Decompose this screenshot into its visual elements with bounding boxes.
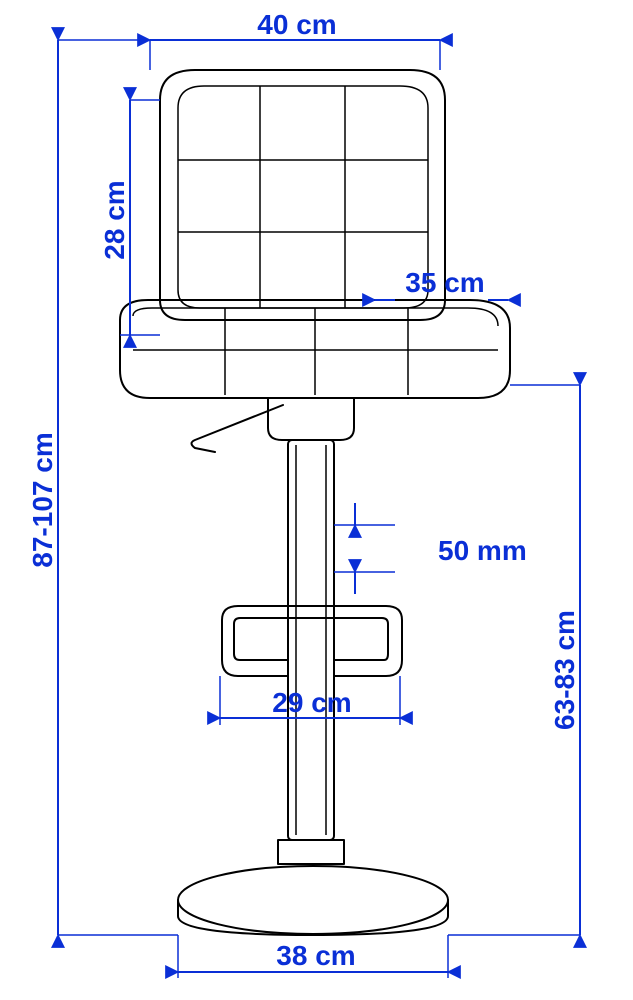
dim-seat_height: 63-83 cm (549, 385, 580, 935)
dim-column_dia: 50 mm (355, 503, 527, 594)
dim-total_height-label: 87-107 cm (27, 432, 58, 567)
dimension-annotations: 40 cm 28 cm 87-107 cm 35 cm 63-83 cm 50 mm 29 … (27, 9, 580, 978)
dim-back_width-label: 40 cm (257, 9, 336, 40)
dim-base_dia-label: 38 cm (276, 940, 355, 971)
dim-seat_depth-label: 35 cm (405, 267, 484, 298)
dim-column_dia-label: 50 mm (438, 535, 527, 566)
dim-base_dia: 38 cm (178, 940, 448, 972)
bar-stool-drawing (120, 70, 510, 935)
dim-seat_height-label: 63-83 cm (549, 610, 580, 730)
dim-back_height-label: 28 cm (99, 180, 130, 259)
dim-back_height: 28 cm (99, 100, 130, 335)
dim-back_width: 40 cm (150, 9, 440, 40)
dim-footrest_w: 29 cm (220, 687, 400, 718)
dim-seat_depth: 35 cm (375, 267, 508, 300)
dim-total_height: 87-107 cm (27, 40, 58, 935)
dim-footrest_w-label: 29 cm (272, 687, 351, 718)
